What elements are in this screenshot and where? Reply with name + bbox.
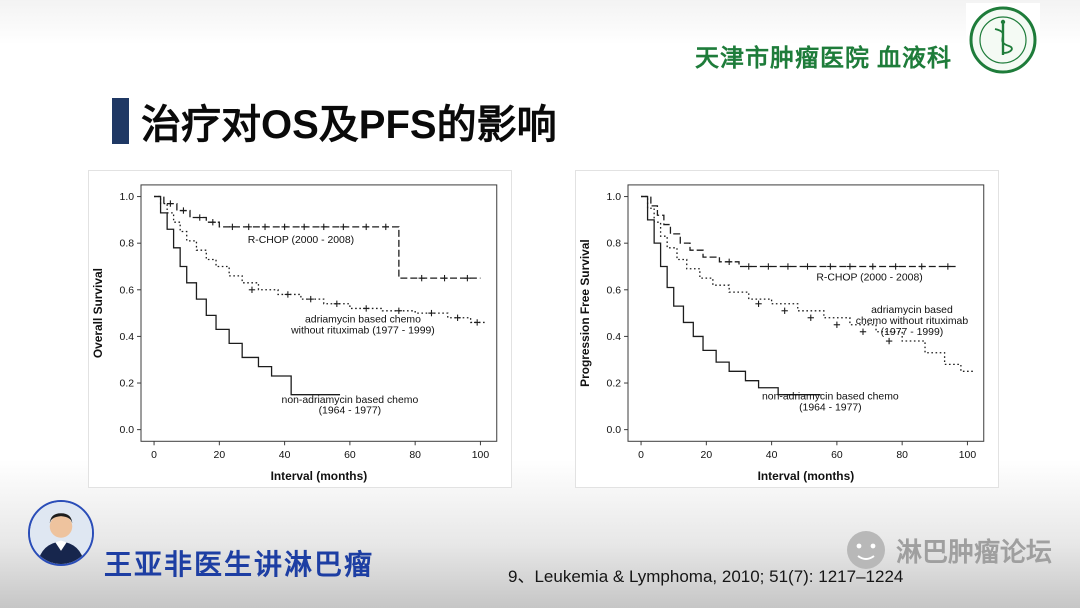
- svg-text:Progression Free Survival: Progression Free Survival: [578, 239, 592, 387]
- svg-text:0.0: 0.0: [607, 425, 622, 436]
- os-kaplan-meier-chart: 0 20 40 60 80 100 0.0 0.2 0.4 0.6 0.8 1.0 Interval (…: [88, 170, 512, 488]
- page-title: 治疗对OS及PFS的影响: [141, 103, 557, 147]
- pfs-kaplan-meier-chart: 0 20 40 60 80 100 0.0 0.2 0.4 0.6 0.8 1.0 Interval (…: [575, 170, 999, 488]
- svg-text:100: 100: [959, 450, 977, 461]
- svg-text:Interval (months): Interval (months): [758, 469, 855, 483]
- watermark: 淋巴肿瘤论坛: [844, 528, 1052, 572]
- svg-text:1.0: 1.0: [607, 192, 622, 203]
- svg-text:0.4: 0.4: [607, 332, 622, 343]
- svg-text:0: 0: [151, 450, 157, 461]
- svg-text:20: 20: [214, 450, 226, 461]
- svg-text:80: 80: [896, 450, 908, 461]
- svg-text:100: 100: [472, 450, 490, 461]
- svg-text:0.2: 0.2: [607, 378, 622, 389]
- svg-text:60: 60: [831, 450, 843, 461]
- svg-text:Interval (months): Interval (months): [271, 469, 368, 483]
- hospital-name: 天津市肿瘤医院 血液科: [695, 46, 952, 72]
- title-row: 治疗对OS及PFS的影响: [112, 92, 557, 150]
- svg-text:R-CHOP (2000 - 2008): R-CHOP (2000 - 2008): [816, 272, 922, 283]
- forum-logo-icon: [844, 528, 888, 572]
- svg-text:Overall Survival: Overall Survival: [91, 268, 105, 358]
- presenter-name: 王亚非医生讲淋巴瘤: [104, 550, 375, 581]
- svg-text:0.8: 0.8: [607, 239, 622, 250]
- svg-text:0.6: 0.6: [607, 285, 622, 296]
- svg-text:40: 40: [279, 450, 291, 461]
- svg-text:0.4: 0.4: [120, 332, 135, 343]
- svg-text:1.0: 1.0: [120, 192, 135, 203]
- title-accent-bar: [112, 98, 129, 144]
- svg-text:0.6: 0.6: [120, 285, 135, 296]
- svg-text:R-CHOP (2000 - 2008): R-CHOP (2000 - 2008): [248, 235, 354, 246]
- svg-text:0.0: 0.0: [120, 425, 135, 436]
- watermark-text: 淋巴肿瘤论坛: [895, 537, 1052, 567]
- svg-text:0.8: 0.8: [120, 239, 135, 250]
- svg-text:non-adriamycin based chemo(196: non-adriamycin based chemo (1964 - 1977): [762, 391, 899, 413]
- svg-text:non-adriamycin based chemo(196: non-adriamycin based chemo (1964 - 1977): [282, 395, 419, 417]
- citation: 9、Leukemia & Lymphoma, 2010; 51(7): 1217…: [508, 567, 904, 586]
- presenter-photo: [28, 500, 94, 566]
- svg-text:60: 60: [344, 450, 356, 461]
- svg-text:20: 20: [701, 450, 713, 461]
- svg-text:40: 40: [766, 450, 778, 461]
- hospital-logo-icon: [966, 3, 1040, 77]
- svg-text:80: 80: [409, 450, 421, 461]
- svg-text:0.2: 0.2: [120, 378, 135, 389]
- svg-text:0: 0: [638, 450, 644, 461]
